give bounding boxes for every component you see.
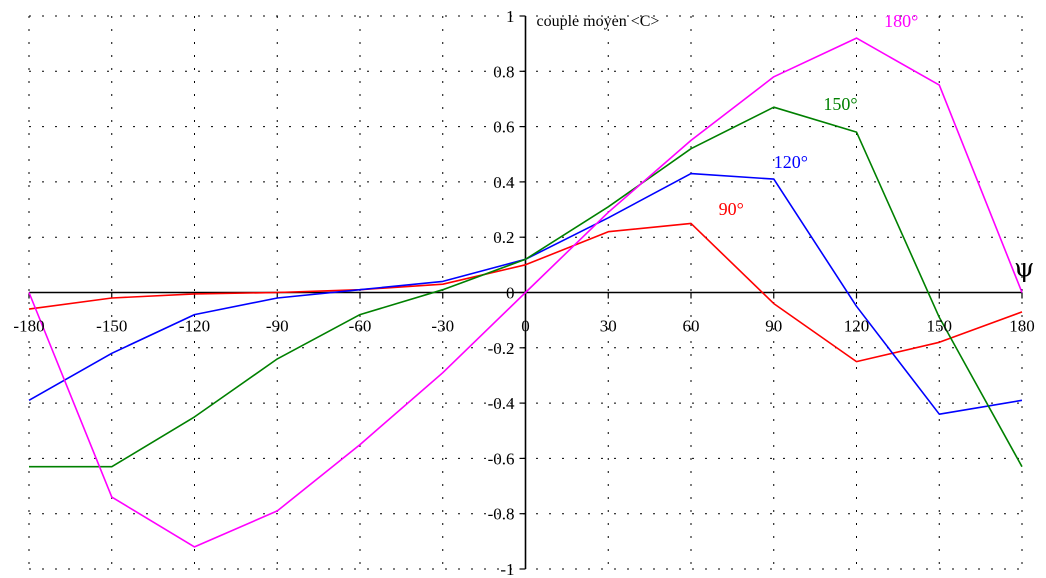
y-tick-label: -0.8 bbox=[488, 505, 515, 524]
x-tick-label: 90 bbox=[765, 317, 782, 336]
y-tick-label: 0.8 bbox=[493, 62, 514, 81]
grid bbox=[28, 15, 1023, 570]
series-label: 90° bbox=[719, 199, 744, 219]
series-lines: 90° 120° 150° 180° bbox=[28, 11, 1023, 548]
series-label: 180° bbox=[884, 11, 918, 31]
series-label: 150° bbox=[823, 94, 857, 114]
series-label: 120° bbox=[774, 152, 808, 172]
x-axis-label: ψ bbox=[1014, 254, 1034, 284]
y-tick-label: 0.6 bbox=[493, 118, 514, 137]
x-tick-label: 120 bbox=[844, 317, 870, 336]
x-tick-label: -120 bbox=[179, 317, 210, 336]
y-tick-label: -0.6 bbox=[488, 449, 515, 468]
y-tick-label: -1 bbox=[500, 560, 514, 578]
x-tick-label: 60 bbox=[683, 317, 700, 336]
y-tick-label: -0.2 bbox=[488, 339, 515, 358]
series-line bbox=[28, 37, 1023, 548]
x-tick-label: 180 bbox=[1009, 317, 1035, 336]
x-tick-label: -90 bbox=[266, 317, 289, 336]
x-tick-label: 0 bbox=[521, 317, 530, 336]
series-line bbox=[28, 222, 1023, 363]
x-tick-label: 150 bbox=[927, 317, 953, 336]
series-line bbox=[29, 106, 1023, 468]
y-tick-label: 0.2 bbox=[493, 228, 514, 247]
tick-labels: -180 -150 -120 -90 -60 -30 0 30 60 90 120 150 180 1 0.… bbox=[13, 7, 1034, 578]
y-tick-label: 0.4 bbox=[493, 173, 515, 192]
y-tick-label: 0 bbox=[506, 284, 515, 303]
x-tick-label: -30 bbox=[431, 317, 454, 336]
y-axis-label: couple moyen <C> bbox=[537, 13, 660, 30]
y-tick-label: 1 bbox=[506, 7, 515, 26]
x-tick-label: 30 bbox=[600, 317, 617, 336]
y-tick-label: -0.4 bbox=[488, 394, 515, 413]
x-tick-label: -180 bbox=[13, 317, 44, 336]
x-tick-label: -60 bbox=[349, 317, 372, 336]
x-tick-label: -150 bbox=[96, 317, 127, 336]
